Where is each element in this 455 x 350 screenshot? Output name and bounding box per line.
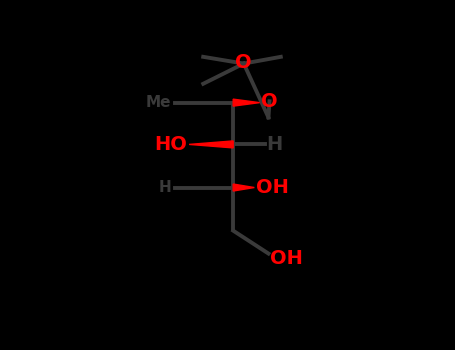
Polygon shape xyxy=(189,141,233,148)
Text: O: O xyxy=(261,92,278,111)
Polygon shape xyxy=(233,184,254,191)
Text: O: O xyxy=(235,53,252,72)
Text: H: H xyxy=(267,135,283,154)
Text: H: H xyxy=(159,180,172,195)
Text: Me: Me xyxy=(146,95,172,110)
Text: OH: OH xyxy=(270,250,303,268)
Text: HO: HO xyxy=(154,135,187,154)
Polygon shape xyxy=(233,99,260,106)
Text: OH: OH xyxy=(256,178,289,197)
